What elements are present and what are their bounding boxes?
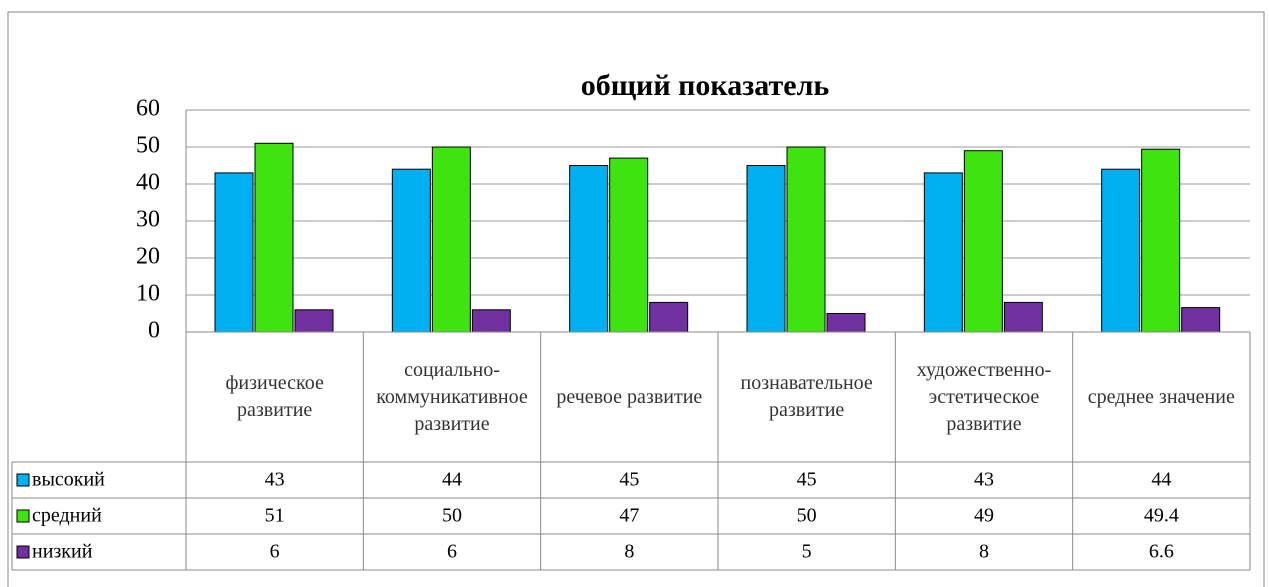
bar xyxy=(923,172,963,333)
bar xyxy=(826,313,866,333)
bar xyxy=(1181,307,1221,333)
bar xyxy=(1003,301,1043,333)
y-tick-label: 40 xyxy=(136,170,160,196)
x-category-label: художественно-эстетическое развитие xyxy=(916,358,1052,435)
bar xyxy=(963,150,1003,333)
y-tick-label: 10 xyxy=(136,281,160,307)
x-category-label: познавательное развитие xyxy=(740,372,873,421)
bar xyxy=(786,146,826,333)
y-tick-label: 0 xyxy=(148,318,160,344)
table-value: 6.6 xyxy=(1149,541,1174,563)
table-value: 47 xyxy=(619,505,639,527)
legend-key xyxy=(16,545,30,559)
table-value: 6 xyxy=(447,541,457,563)
legend-key xyxy=(16,509,30,523)
y-tick-label: 60 xyxy=(136,96,160,122)
bar xyxy=(471,309,511,333)
legend-label: средний xyxy=(32,505,102,527)
bar xyxy=(254,142,294,333)
bar xyxy=(391,168,431,333)
table-value: 51 xyxy=(265,505,285,527)
x-category-label: речевое развитие xyxy=(556,385,703,408)
legend-label: высокий xyxy=(32,469,105,491)
bar xyxy=(609,157,649,333)
y-tick-label: 30 xyxy=(136,207,160,233)
bar xyxy=(431,146,471,333)
table-value: 8 xyxy=(979,541,989,563)
table-value: 45 xyxy=(619,469,639,491)
table-value: 43 xyxy=(974,469,994,491)
table-value: 8 xyxy=(624,541,634,563)
chart-title: общий показатель xyxy=(581,69,830,102)
table-value: 43 xyxy=(265,469,285,491)
table-value: 44 xyxy=(1151,469,1171,491)
table-value: 49 xyxy=(974,505,994,527)
x-category-label: среднее значение xyxy=(1087,385,1235,408)
bar xyxy=(294,309,334,333)
legend-key xyxy=(16,473,30,487)
bar xyxy=(746,165,786,333)
table-value: 49.4 xyxy=(1144,505,1179,527)
table-value: 50 xyxy=(442,505,462,527)
table-value: 50 xyxy=(797,505,817,527)
bar xyxy=(1101,168,1141,333)
bar xyxy=(649,301,689,333)
x-category-label: социально-коммуникативное развитие xyxy=(376,358,528,435)
table-value: 45 xyxy=(797,469,817,491)
table-value: 44 xyxy=(442,469,462,491)
y-tick-label: 20 xyxy=(136,244,160,270)
y-tick-label: 50 xyxy=(136,133,160,159)
table-value: 5 xyxy=(802,541,812,563)
x-category-label: физическое развитие xyxy=(225,372,324,421)
table-value: 6 xyxy=(270,541,280,563)
bar xyxy=(214,172,254,333)
bar xyxy=(569,165,609,333)
bar xyxy=(1141,148,1181,333)
legend-label: низкий xyxy=(32,541,93,563)
